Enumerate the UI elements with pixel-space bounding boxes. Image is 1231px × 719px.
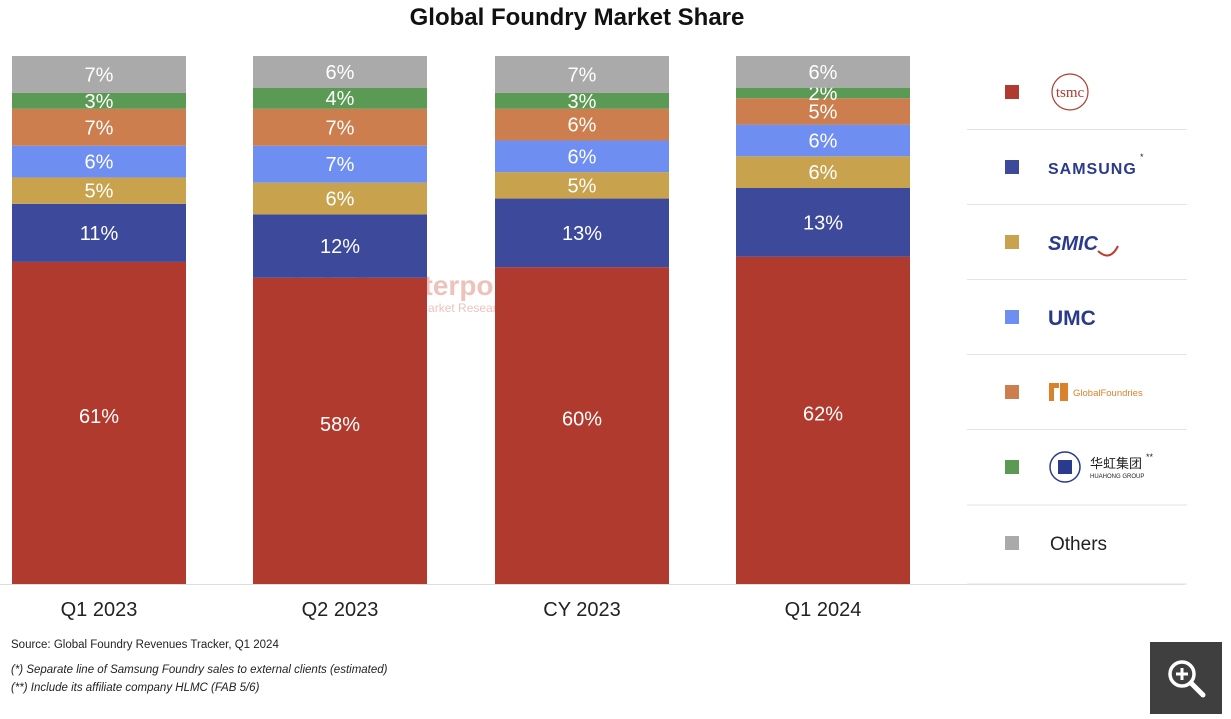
smic-swoosh-icon xyxy=(1097,245,1119,257)
label-tsmc-q1-2024: 62% xyxy=(803,403,843,425)
zoom-in-icon xyxy=(1168,660,1206,698)
bar-hua-hong-group-q2-2023 xyxy=(253,87,427,109)
legend-swatch-smic xyxy=(1005,235,1019,249)
legend-item-smic: SMIC xyxy=(1005,233,1119,257)
legend-item-umc: UMC xyxy=(1005,307,1096,330)
bar-samsung-q2-2023 xyxy=(253,214,427,278)
label-umc-q1-2023: 6% xyxy=(85,152,114,174)
label-hua-hong-group-q1-2023: 3% xyxy=(85,91,114,113)
label-others-q1-2023: 7% xyxy=(85,64,114,86)
bar-globalfoundries-q1-2023 xyxy=(12,108,186,146)
label-smic-q1-2023: 5% xyxy=(85,181,114,203)
source-note: Source: Global Foundry Revenues Tracker,… xyxy=(11,639,279,651)
label-samsung-q2-2023: 12% xyxy=(320,236,360,258)
bar-globalfoundries-cy-2023 xyxy=(495,108,669,141)
label-globalfoundries-q1-2024: 5% xyxy=(809,101,838,123)
bar-umc-q1-2023 xyxy=(12,145,186,178)
label-hua-hong-group-q2-2023: 4% xyxy=(326,88,355,110)
category-label-q1-2024: Q1 2024 xyxy=(785,599,862,621)
legend-label-umc: UMC xyxy=(1048,307,1096,330)
bar-hua-hong-group-q1-2024 xyxy=(736,87,910,99)
legend-swatch-umc xyxy=(1005,310,1019,324)
legend-sublabel-huahong: HUAHONG GROUP xyxy=(1090,474,1144,480)
label-globalfoundries-cy-2023: 6% xyxy=(568,115,597,137)
bar-globalfoundries-q2-2023 xyxy=(253,108,427,146)
huahong-logo-mark-icon xyxy=(1058,460,1072,474)
legend-swatch-others xyxy=(1005,536,1019,550)
bar-hua-hong-group-q1-2023 xyxy=(12,92,186,109)
label-umc-cy-2023: 6% xyxy=(568,146,597,168)
legend-label-samsung: SAMSUNG xyxy=(1048,161,1137,178)
bar-umc-q2-2023 xyxy=(253,145,427,183)
legend-label-others: Others xyxy=(1050,534,1107,555)
zoom-button[interactable] xyxy=(1150,642,1222,714)
footnote-samsung: (*) Separate line of Samsung Foundry sal… xyxy=(11,664,388,676)
label-others-q1-2024: 6% xyxy=(809,62,838,84)
bar-smic-q2-2023 xyxy=(253,182,427,215)
label-others-cy-2023: 7% xyxy=(568,64,597,86)
globalfoundries-logo-icon xyxy=(1049,383,1068,401)
label-others-q2-2023: 6% xyxy=(326,62,355,84)
category-label-q1-2023: Q1 2023 xyxy=(61,599,138,621)
legend-label-smic: SMIC xyxy=(1048,233,1099,255)
legend-label-hua-hong-group: 华虹集团 xyxy=(1090,456,1142,472)
bar-samsung-q1-2023 xyxy=(12,203,186,262)
bar-umc-q1-2024 xyxy=(736,124,910,157)
bar-others-cy-2023 xyxy=(495,56,669,93)
legend-item-hua-hong-group: HUAHONG GROUP 华虹集团 ** xyxy=(1005,451,1154,483)
bar-smic-cy-2023 xyxy=(495,172,669,199)
label-samsung-cy-2023: 13% xyxy=(562,223,602,245)
bar-tsmc-q1-2024 xyxy=(736,256,910,584)
label-smic-q2-2023: 6% xyxy=(326,189,355,211)
legend-swatch-samsung xyxy=(1005,160,1019,174)
bar-tsmc-q1-2023 xyxy=(12,261,186,584)
legend-swatch-tsmc xyxy=(1005,85,1019,99)
legend-item-others: Others xyxy=(1005,534,1107,555)
footnote-huahong: (**) Include its affiliate company HLMC … xyxy=(11,682,260,694)
bar-samsung-cy-2023 xyxy=(495,198,669,268)
bar-others-q1-2023 xyxy=(12,56,186,93)
bar-samsung-q1-2024 xyxy=(736,188,910,257)
bar-others-q2-2023 xyxy=(253,56,427,88)
bar-umc-cy-2023 xyxy=(495,140,669,173)
label-globalfoundries-q2-2023: 7% xyxy=(326,117,355,139)
bars-group: 61% 11% 5% 6% 7% 3% 7% 58% 12% 6% 7% 7% 4% 6% 60% 13% 5%… xyxy=(0,56,1185,585)
legend-swatch-hua-hong-group xyxy=(1005,460,1019,474)
label-hua-hong-group-cy-2023: 3% xyxy=(568,91,597,113)
chart-title: Global Foundry Market Share xyxy=(410,4,745,31)
huahong-logo-icon xyxy=(1049,451,1081,483)
legend-marker-hua-hong-group: ** xyxy=(1146,452,1154,462)
bar-smic-q1-2024 xyxy=(736,156,910,188)
bar-smic-q1-2023 xyxy=(12,177,186,204)
label-tsmc-cy-2023: 60% xyxy=(562,409,602,431)
label-smic-q1-2024: 6% xyxy=(809,162,838,184)
legend-marker-samsung: * xyxy=(1140,152,1144,162)
label-globalfoundries-q1-2023: 7% xyxy=(85,117,114,139)
legend-label-globalfoundries: GlobalFoundries xyxy=(1073,388,1143,399)
bar-globalfoundries-q1-2024 xyxy=(736,98,910,125)
category-label-q2-2023: Q2 2023 xyxy=(302,599,379,621)
bar-others-q1-2024 xyxy=(736,56,910,88)
category-labels: Q1 2023 Q2 2023 CY 2023 Q1 2024 xyxy=(61,599,862,621)
bar-tsmc-q2-2023 xyxy=(253,277,427,584)
label-umc-q1-2024: 6% xyxy=(809,130,838,152)
bar-tsmc-cy-2023 xyxy=(495,267,669,584)
legend: tsmc SAMSUNG* SMIC UMC GlobalFoundries HUAHON… xyxy=(967,73,1187,585)
legend-item-samsung: SAMSUNG* xyxy=(1005,152,1144,178)
bar-hua-hong-group-cy-2023 xyxy=(495,92,669,109)
label-samsung-q1-2023: 11% xyxy=(80,223,119,245)
legend-swatch-globalfoundries xyxy=(1005,385,1019,399)
legend-label-tsmc: tsmc xyxy=(1056,85,1085,101)
tsmc-logo-icon xyxy=(1051,73,1089,111)
legend-item-tsmc: tsmc xyxy=(1005,73,1089,111)
label-samsung-q1-2024: 13% xyxy=(803,212,843,234)
label-umc-q2-2023: 7% xyxy=(326,154,355,176)
label-smic-cy-2023: 5% xyxy=(568,175,597,197)
label-tsmc-q2-2023: 58% xyxy=(320,414,360,436)
category-label-cy-2023: CY 2023 xyxy=(543,599,620,621)
label-hua-hong-group-q1-2024: 2% xyxy=(809,83,838,105)
legend-item-globalfoundries: GlobalFoundries xyxy=(1005,383,1143,401)
label-tsmc-q1-2023: 61% xyxy=(79,406,119,428)
